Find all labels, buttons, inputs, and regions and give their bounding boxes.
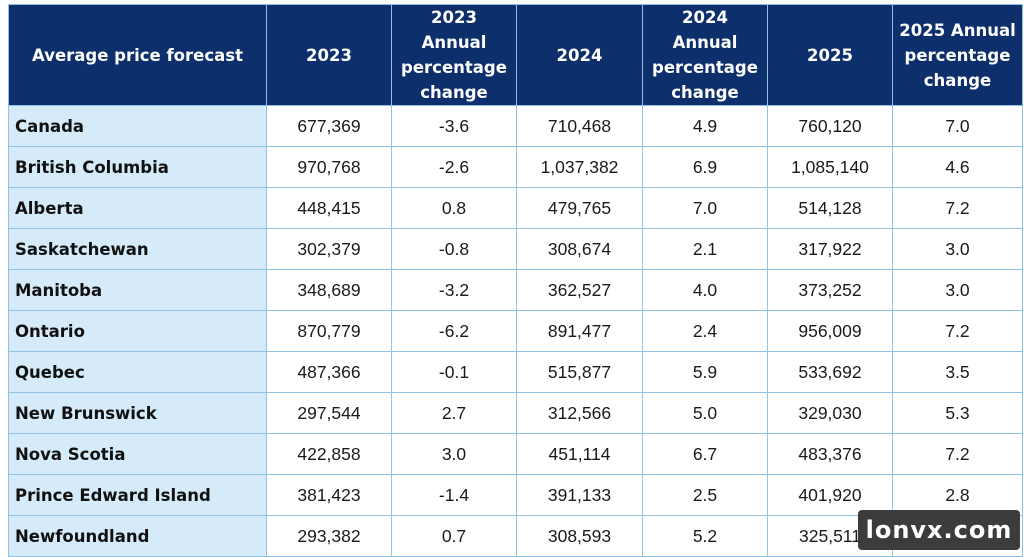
table-row: Nova Scotia 422,858 3.0 451,114 6.7 483,376 7.… xyxy=(8,433,1023,475)
value-cell: 391,133 xyxy=(516,474,643,516)
column-header: 2023 xyxy=(266,4,392,106)
value-cell: 7.0 xyxy=(642,187,768,229)
value-cell: 3.5 xyxy=(892,351,1023,393)
value-cell: 2.4 xyxy=(642,310,768,352)
column-header: 2025 Annual percentage change xyxy=(892,4,1023,106)
value-cell: 308,593 xyxy=(516,515,643,557)
table-row: New Brunswick 297,544 2.7 312,566 5.0 329,030… xyxy=(8,392,1023,434)
table-body: Canada 677,369 -3.6 710,468 4.9 760,120 7.0 Bri… xyxy=(8,105,1023,557)
value-cell: -0.1 xyxy=(391,351,517,393)
price-forecast-table: Average price forecast 2023 2023 Annual … xyxy=(8,4,1023,557)
value-cell: -3.2 xyxy=(391,269,517,311)
value-cell: 7.0 xyxy=(892,105,1023,147)
value-cell: 3.0 xyxy=(892,269,1023,311)
table-row: Prince Edward Island 381,423 -1.4 391,133 2.… xyxy=(8,474,1023,516)
region-name-cell: Newfoundland xyxy=(8,515,267,557)
value-cell: 362,527 xyxy=(516,269,643,311)
value-cell: 4.0 xyxy=(642,269,768,311)
value-cell: 487,366 xyxy=(266,351,392,393)
value-cell: 0.7 xyxy=(391,515,517,557)
table-row: Manitoba 348,689 -3.2 362,527 4.0 373,252 3.0 xyxy=(8,269,1023,311)
table-row: Alberta 448,415 0.8 479,765 7.0 514,128 7.2 xyxy=(8,187,1023,229)
table-row: Canada 677,369 -3.6 710,468 4.9 760,120 7.0 xyxy=(8,105,1023,147)
value-cell: 514,128 xyxy=(767,187,893,229)
value-cell: 2.7 xyxy=(391,392,517,434)
value-cell: 1,085,140 xyxy=(767,146,893,188)
value-cell: 710,468 xyxy=(516,105,643,147)
value-cell: 422,858 xyxy=(266,433,392,475)
region-name-cell: Alberta xyxy=(8,187,267,229)
table-header-row: Average price forecast 2023 2023 Annual … xyxy=(8,4,1023,106)
value-cell: 677,369 xyxy=(266,105,392,147)
column-header: 2023 Annual percentage change xyxy=(391,4,517,106)
value-cell: -0.8 xyxy=(391,228,517,270)
value-cell: 7.2 xyxy=(892,187,1023,229)
value-cell: 956,009 xyxy=(767,310,893,352)
value-cell: -6.2 xyxy=(391,310,517,352)
value-cell: 2.1 xyxy=(642,228,768,270)
value-cell: 5.9 xyxy=(642,351,768,393)
value-cell: 448,415 xyxy=(266,187,392,229)
value-cell: 515,877 xyxy=(516,351,643,393)
value-cell: 3.0 xyxy=(892,228,1023,270)
value-cell: 297,544 xyxy=(266,392,392,434)
column-header: 2025 xyxy=(767,4,893,106)
value-cell: 3.0 xyxy=(391,433,517,475)
value-cell: 451,114 xyxy=(516,433,643,475)
value-cell: 4.9 xyxy=(642,105,768,147)
value-cell: 1,037,382 xyxy=(516,146,643,188)
value-cell: 0.8 xyxy=(391,187,517,229)
value-cell: 317,922 xyxy=(767,228,893,270)
value-cell: 2.5 xyxy=(642,474,768,516)
value-cell: 6.7 xyxy=(642,433,768,475)
value-cell: 760,120 xyxy=(767,105,893,147)
value-cell: 329,030 xyxy=(767,392,893,434)
value-cell: 2.8 xyxy=(892,474,1023,516)
region-name-cell: Nova Scotia xyxy=(8,433,267,475)
value-cell: 5.3 xyxy=(892,392,1023,434)
value-cell: 7.2 xyxy=(892,433,1023,475)
value-cell: 308,674 xyxy=(516,228,643,270)
value-cell: 483,376 xyxy=(767,433,893,475)
value-cell: 293,382 xyxy=(266,515,392,557)
value-cell: 302,379 xyxy=(266,228,392,270)
forecast-table-container: Average price forecast 2023 2023 Annual … xyxy=(8,4,1023,557)
value-cell: 348,689 xyxy=(266,269,392,311)
column-header: Average price forecast xyxy=(8,4,267,106)
value-cell: 312,566 xyxy=(516,392,643,434)
table-row: Quebec 487,366 -0.1 515,877 5.9 533,692 3.5 xyxy=(8,351,1023,393)
column-header: 2024 xyxy=(516,4,643,106)
region-name-cell: Canada xyxy=(8,105,267,147)
table-row: Ontario 870,779 -6.2 891,477 2.4 956,009 7.2 xyxy=(8,310,1023,352)
value-cell: 970,768 xyxy=(266,146,392,188)
value-cell: 6.9 xyxy=(642,146,768,188)
region-name-cell: Manitoba xyxy=(8,269,267,311)
column-header: 2024 Annual percentage change xyxy=(642,4,768,106)
watermark-logo: lonvx.com xyxy=(858,510,1020,550)
table-row: Saskatchewan 302,379 -0.8 308,674 2.1 317,922… xyxy=(8,228,1023,270)
region-name-cell: Saskatchewan xyxy=(8,228,267,270)
value-cell: -2.6 xyxy=(391,146,517,188)
region-name-cell: British Columbia xyxy=(8,146,267,188)
value-cell: 5.2 xyxy=(642,515,768,557)
region-name-cell: Prince Edward Island xyxy=(8,474,267,516)
value-cell: 533,692 xyxy=(767,351,893,393)
value-cell: 870,779 xyxy=(266,310,392,352)
region-name-cell: Ontario xyxy=(8,310,267,352)
value-cell: 7.2 xyxy=(892,310,1023,352)
value-cell: 373,252 xyxy=(767,269,893,311)
value-cell: -3.6 xyxy=(391,105,517,147)
value-cell: 891,477 xyxy=(516,310,643,352)
region-name-cell: Quebec xyxy=(8,351,267,393)
value-cell: -1.4 xyxy=(391,474,517,516)
value-cell: 5.0 xyxy=(642,392,768,434)
region-name-cell: New Brunswick xyxy=(8,392,267,434)
value-cell: 4.6 xyxy=(892,146,1023,188)
value-cell: 479,765 xyxy=(516,187,643,229)
value-cell: 381,423 xyxy=(266,474,392,516)
value-cell: 401,920 xyxy=(767,474,893,516)
table-row: British Columbia 970,768 -2.6 1,037,382 6.9 1… xyxy=(8,146,1023,188)
